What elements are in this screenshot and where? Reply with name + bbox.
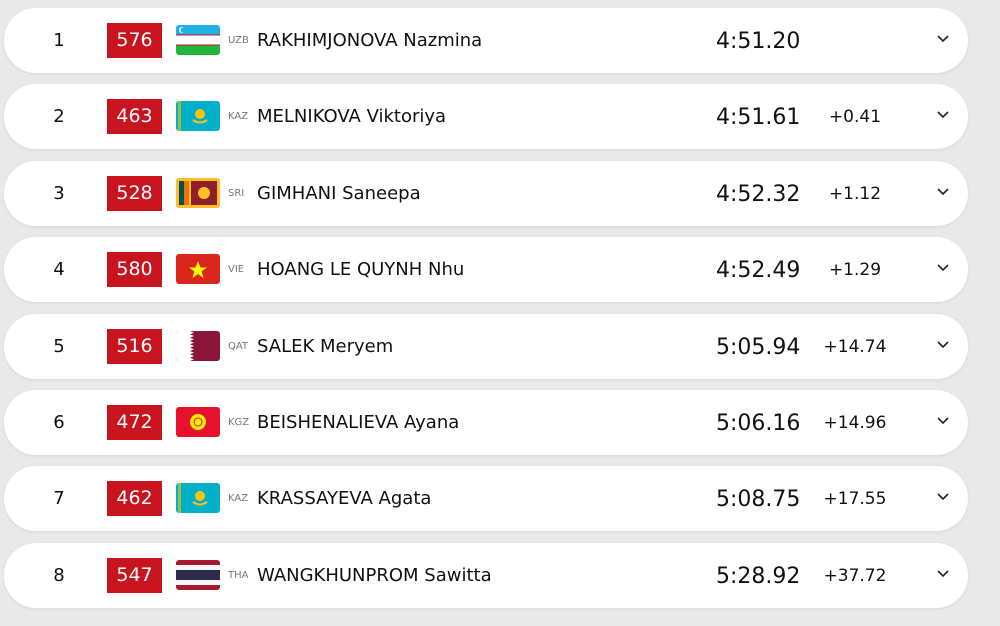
country-code: THA [228, 569, 249, 581]
result-row[interactable]: 2 463 KAZ MELNIKOVA Viktoriya 4:51.61 +0… [4, 84, 968, 150]
country-code: VIE [228, 264, 245, 276]
finish-time: 5:08.75 [716, 487, 801, 513]
result-row[interactable]: 6 472 KGZ BEISHENALIEVA Ayana 5:06.16 +1… [4, 390, 968, 455]
chevron-down-icon[interactable] [934, 413, 952, 427]
finish-time: 4:51.61 [716, 105, 801, 131]
time-gap: +17.55 [823, 489, 887, 510]
athlete-name: GIMHANI Saneepa [257, 182, 421, 204]
sri-flag-icon [176, 177, 220, 208]
bib-number: 463 [107, 99, 162, 135]
athlete-name: HOANG LE QUYNH Nhu [257, 259, 465, 281]
finish-time: 4:52.49 [716, 258, 801, 284]
chevron-down-icon[interactable] [934, 566, 952, 580]
finish-time: 4:51.20 [716, 29, 801, 54]
uzb-flag-icon [176, 25, 220, 55]
result-row[interactable]: 4 580 VIE HOANG LE QUYNH Nhu 4:52.49 +1.… [4, 237, 968, 303]
vie-flag-icon [176, 254, 220, 285]
country-code: SRI [228, 187, 245, 199]
time-gap: +14.74 [823, 336, 887, 357]
kaz-flag-icon [176, 483, 220, 514]
chevron-down-icon[interactable] [934, 489, 952, 503]
rank: 8 [53, 564, 65, 586]
kgz-flag-icon [176, 407, 220, 437]
kaz-flag-icon [176, 101, 220, 132]
result-row[interactable]: 3 528 SRI GIMHANI Saneepa 4:52.32 +1.12 [4, 160, 968, 226]
rank: 5 [53, 335, 65, 357]
chevron-down-icon[interactable] [934, 31, 952, 45]
result-row[interactable]: 7 462 KAZ KRASSAYEVA Agata 5:08.75 +17.5… [4, 466, 968, 532]
time-gap: +1.12 [828, 183, 882, 204]
bib-number: 576 [107, 23, 162, 58]
finish-time: 4:52.32 [716, 181, 801, 207]
rank: 7 [53, 488, 65, 510]
bib-number: 516 [107, 328, 162, 364]
athlete-name: RAKHIMJONOVA Nazmina [257, 30, 483, 51]
finish-time: 5:06.16 [716, 411, 801, 436]
country-code: UZB [228, 35, 249, 46]
athlete-name: MELNIKOVA Viktoriya [257, 106, 447, 128]
country-code: QAT [228, 340, 249, 352]
chevron-down-icon[interactable] [934, 337, 952, 351]
rank: 2 [53, 106, 65, 128]
bib-number: 580 [107, 252, 162, 288]
country-code: KAZ [228, 493, 249, 505]
chevron-down-icon[interactable] [934, 184, 952, 198]
time-gap: +0.41 [828, 107, 882, 128]
athlete-name: KRASSAYEVA Agata [257, 488, 432, 510]
country-code: KAZ [228, 111, 249, 123]
athlete-name: SALEK Meryem [257, 335, 394, 357]
result-row[interactable]: 5 516 QAT SALEK Meryem 5:05.94 +14.74 [4, 313, 968, 379]
rank: 4 [53, 259, 65, 281]
athlete-name: BEISHENALIEVA Ayana [257, 412, 460, 433]
chevron-down-icon[interactable] [934, 107, 952, 121]
finish-time: 5:05.94 [716, 334, 801, 360]
finish-time: 5:28.92 [716, 563, 801, 589]
time-gap: +37.72 [823, 565, 887, 586]
bib-number: 462 [107, 481, 162, 517]
country-code: KGZ [228, 417, 250, 428]
rank: 1 [53, 30, 65, 51]
tha-flag-icon [176, 559, 220, 590]
qat-flag-icon [176, 330, 220, 361]
rank: 6 [53, 412, 65, 433]
bib-number: 547 [107, 557, 162, 593]
bib-number: 472 [107, 405, 162, 440]
time-gap: +1.29 [828, 260, 882, 281]
time-gap: +14.96 [823, 413, 887, 433]
rank: 3 [53, 182, 65, 204]
result-row[interactable]: 1 576 UZB RAKHIMJONOVA Nazmina 4:51.20 [4, 8, 968, 73]
chevron-down-icon[interactable] [934, 260, 952, 274]
athlete-name: WANGKHUNPROM Sawitta [257, 564, 492, 586]
bib-number: 528 [107, 175, 162, 211]
result-row[interactable]: 8 547 THA WANGKHUNPROM Sawitta 5:28.92 +… [4, 542, 968, 608]
